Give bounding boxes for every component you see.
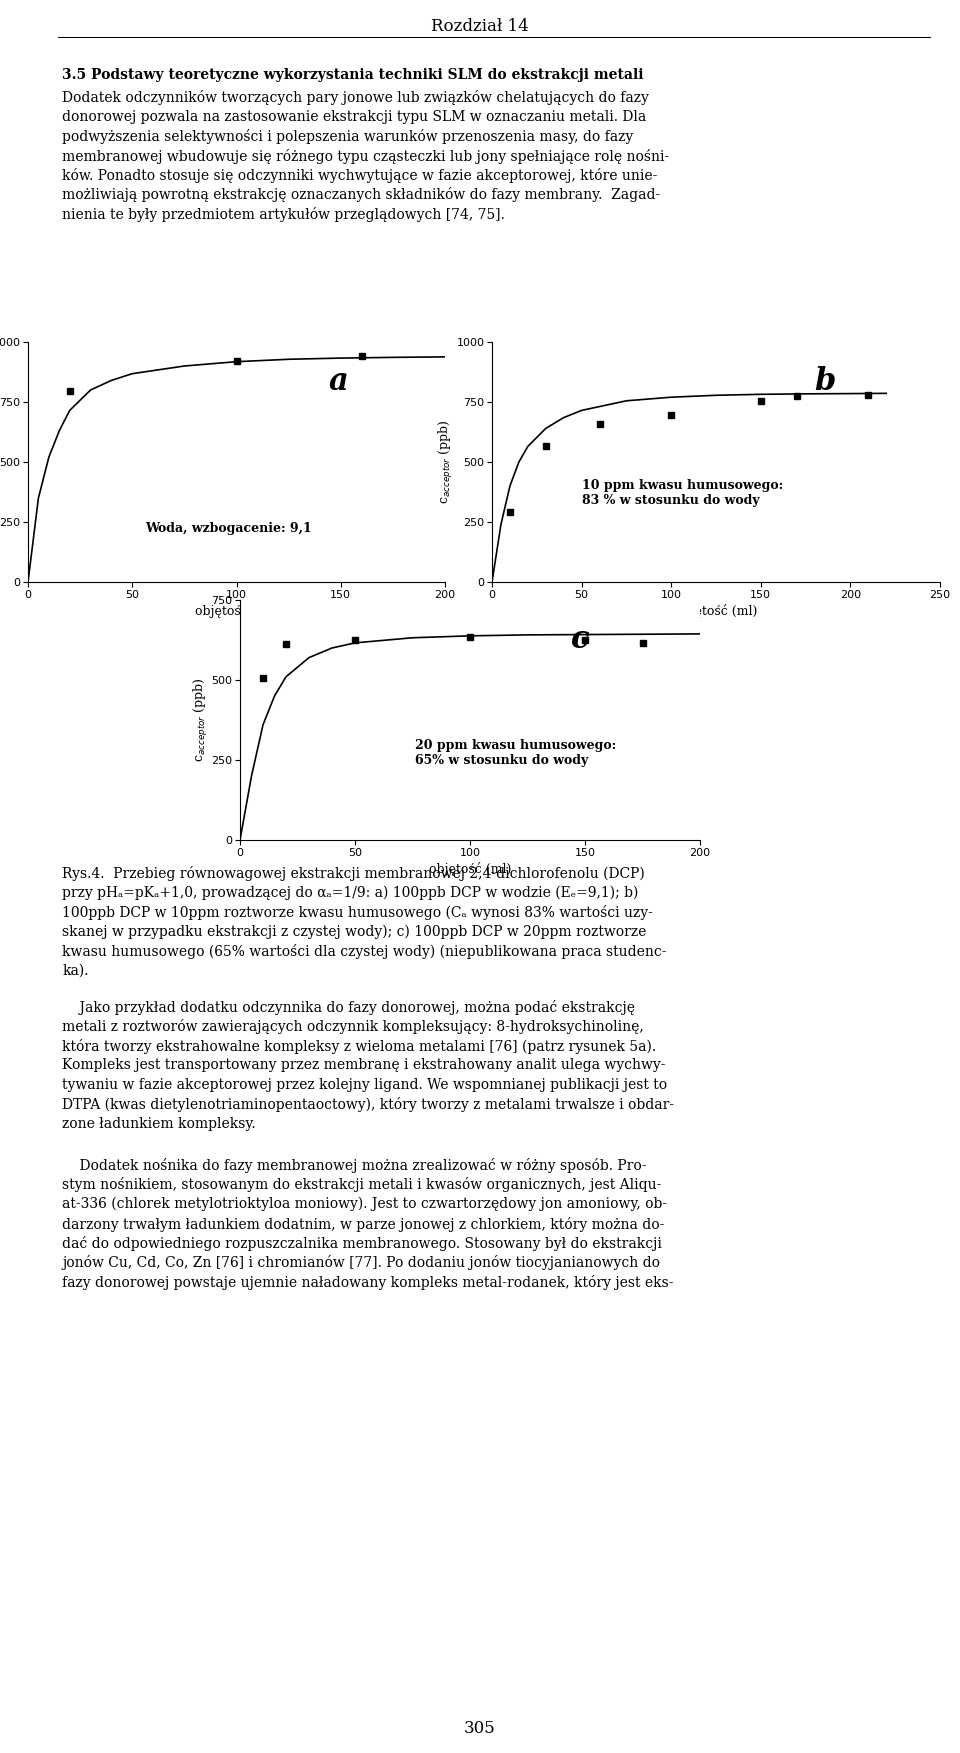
- Text: Kompleks jest transportowany przez membranę i ekstrahowany analit ulega wychwy-: Kompleks jest transportowany przez membr…: [62, 1059, 666, 1073]
- Text: dać do odpowiedniego rozpuszczalnika membranowego. Stosowany był do ekstrakcji: dać do odpowiedniego rozpuszczalnika mem…: [62, 1236, 662, 1252]
- Text: at-336 (chlorek metylotrioktyloa moniowy). Jest to czwartorzędowy jon amoniowy, : at-336 (chlorek metylotrioktyloa moniowy…: [62, 1197, 667, 1211]
- Text: fazy donorowej powstaje ujemnie naładowany kompleks metal-rodanek, który jest ek: fazy donorowej powstaje ujemnie naładowa…: [62, 1274, 674, 1290]
- Text: zone ładunkiem kompleksy.: zone ładunkiem kompleksy.: [62, 1117, 256, 1131]
- Text: możliwiają powrotną ekstrakcję oznaczanych składników do fazy membrany.  Zagad-: możliwiają powrotną ekstrakcję oznaczany…: [62, 188, 660, 203]
- Y-axis label: c$_{acceptor}$ (ppb): c$_{acceptor}$ (ppb): [437, 419, 455, 505]
- Text: która tworzy ekstrahowalne kompleksy z wieloma metalami [76] (patrz rysunek 5a).: która tworzy ekstrahowalne kompleksy z w…: [62, 1040, 657, 1054]
- Text: membranowej wbudowuje się różnego typu cząsteczki lub jony spełniające rolę nośn: membranowej wbudowuje się różnego typu c…: [62, 149, 670, 163]
- Text: tywaniu w fazie akceptorowej przez kolejny ligand. We wspomnianej publikacji jes: tywaniu w fazie akceptorowej przez kolej…: [62, 1078, 667, 1092]
- Text: Dodatek odczynników tworzących pary jonowe lub związków chelatujących do fazy: Dodatek odczynników tworzących pary jono…: [62, 89, 649, 105]
- Text: donorowej pozwala na zastosowanie ekstrakcji typu SLM w oznaczaniu metali. Dla: donorowej pozwala na zastosowanie ekstra…: [62, 109, 647, 123]
- Text: Rys.4.  Przebieg równowagowej ekstrakcji membranowej 2,4-dichlorofenolu (DCP): Rys.4. Przebieg równowagowej ekstrakcji …: [62, 866, 645, 882]
- Text: 20 ppm kwasu humusowego:
65% w stosunku do wody: 20 ppm kwasu humusowego: 65% w stosunku …: [415, 740, 616, 768]
- Text: przy pHₐ=pKₐ+1,0, prowadzącej do αₐ=1/9: a) 100ppb DCP w wodzie (Eₑ=9,1); b): przy pHₐ=pKₐ+1,0, prowadzącej do αₐ=1/9:…: [62, 885, 638, 899]
- Text: metali z roztworów zawierających odczynnik kompleksujący: 8-hydroksychinolinę,: metali z roztworów zawierających odczynn…: [62, 1020, 644, 1034]
- X-axis label: objętość (ml): objętość (ml): [195, 603, 277, 617]
- Text: a: a: [328, 366, 348, 396]
- Text: skanej w przypadku ekstrakcji z czystej wody); c) 100ppb DCP w 20ppm roztworze: skanej w przypadku ekstrakcji z czystej …: [62, 924, 647, 940]
- Text: Dodatek nośnika do fazy membranowej można zrealizować w różny sposób. Pro-: Dodatek nośnika do fazy membranowej możn…: [62, 1159, 647, 1173]
- Text: 100ppb DCP w 10ppm roztworze kwasu humusowego (Cₐ wynosi 83% wartości uzy-: 100ppb DCP w 10ppm roztworze kwasu humus…: [62, 905, 653, 920]
- Text: b: b: [814, 366, 836, 396]
- Text: Jako przykład dodatku odczynnika do fazy donorowej, można podać ekstrakcję: Jako przykład dodatku odczynnika do fazy…: [62, 999, 636, 1015]
- Text: ka).: ka).: [62, 964, 89, 978]
- Text: jonów Cu, Cd, Co, Zn [76] i chromianów [77]. Po dodaniu jonów tiocyjanianowych d: jonów Cu, Cd, Co, Zn [76] i chromianów […: [62, 1255, 660, 1271]
- Text: darzony trwałym ładunkiem dodatnim, w parze jonowej z chlorkiem, który można do-: darzony trwałym ładunkiem dodatnim, w pa…: [62, 1217, 664, 1232]
- Text: c: c: [571, 624, 589, 656]
- Text: DTPA (kwas dietylenotriaminopentaoctowy), który tworzy z metalami trwalsze i obd: DTPA (kwas dietylenotriaminopentaoctowy)…: [62, 1097, 675, 1113]
- Text: Woda, wzbogacenie: 9,1: Woda, wzbogacenie: 9,1: [145, 522, 311, 535]
- Text: stym nośnikiem, stosowanym do ekstrakcji metali i kwasów organicznych, jest Aliq: stym nośnikiem, stosowanym do ekstrakcji…: [62, 1178, 661, 1192]
- Text: ków. Ponadto stosuje się odczynniki wychwytujące w fazie akceptorowej, które uni: ków. Ponadto stosuje się odczynniki wych…: [62, 168, 658, 182]
- Text: 305: 305: [464, 1720, 496, 1737]
- X-axis label: objętość (ml): objętość (ml): [429, 862, 511, 876]
- Text: 3.5 Podstawy teoretyczne wykorzystania techniki SLM do ekstrakcji metali: 3.5 Podstawy teoretyczne wykorzystania t…: [62, 68, 644, 82]
- Text: Rozdział 14: Rozdział 14: [431, 18, 529, 35]
- Text: nienia te były przedmiotem artykułów przeglądowych [74, 75].: nienia te były przedmiotem artykułów prz…: [62, 207, 505, 223]
- Text: kwasu humusowego (65% wartości dla czystej wody) (niepublikowana praca studenc-: kwasu humusowego (65% wartości dla czyst…: [62, 945, 667, 959]
- Y-axis label: c$_{acceptor}$ (ppb): c$_{acceptor}$ (ppb): [192, 678, 210, 763]
- X-axis label: objętość (ml): objętość (ml): [675, 603, 757, 617]
- Text: 10 ppm kwasu humusowego:
83 % w stosunku do wody: 10 ppm kwasu humusowego: 83 % w stosunku…: [582, 479, 782, 507]
- Text: podwyższenia selektywności i polepszenia warunków przenoszenia masy, do fazy: podwyższenia selektywności i polepszenia…: [62, 130, 634, 144]
